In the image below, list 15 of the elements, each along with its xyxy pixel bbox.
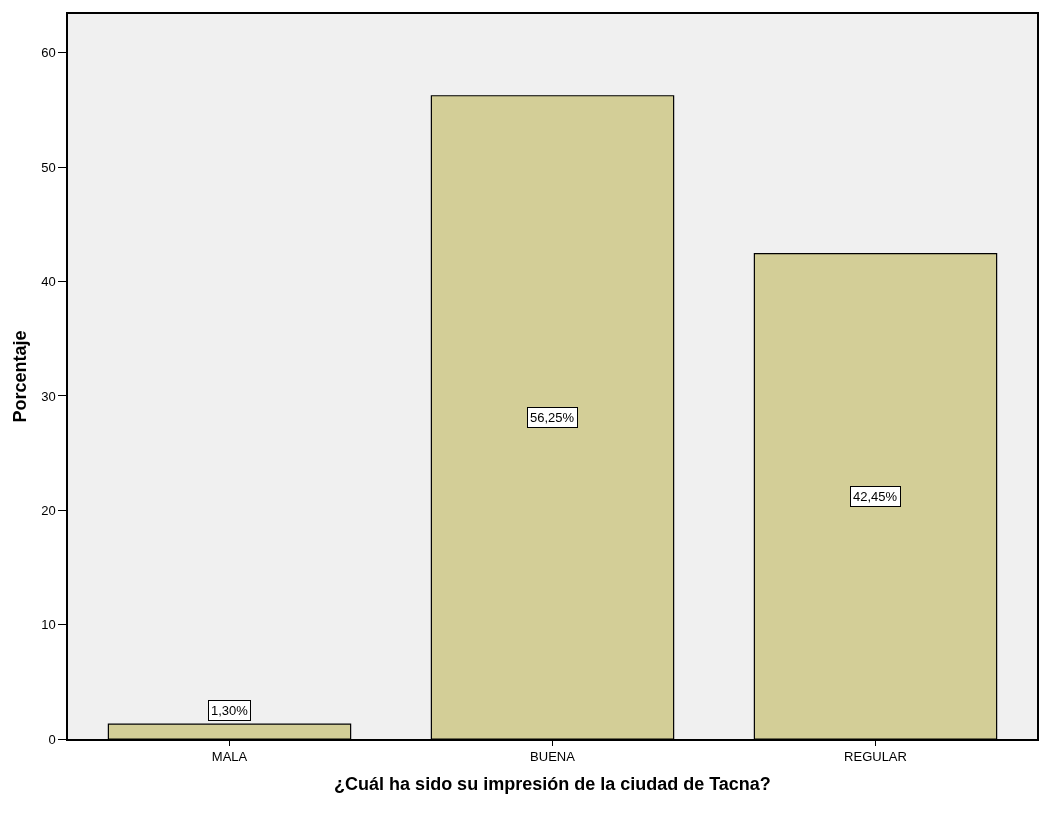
y-tick-label: 20 (41, 502, 56, 518)
x-tick-label: MALA (211, 749, 248, 765)
x-tick-label: REGULAR (844, 749, 907, 765)
y-tick-label: 0 (48, 731, 56, 747)
data-label: 1,30% (211, 703, 249, 718)
x-tick-label: BUENA (530, 749, 576, 765)
data-label: 56,25% (530, 410, 575, 425)
y-tick-label: 30 (41, 388, 56, 404)
y-axis-title: Porcentaje (9, 330, 30, 423)
x-axis-title: ¿Cuál ha sido su impresión de la ciudad de Tacna? (334, 773, 771, 794)
y-tick-label: 50 (41, 159, 56, 175)
y-tick-label: 60 (41, 45, 56, 61)
y-tick-label: 40 (41, 274, 56, 290)
y-tick-label: 10 (41, 617, 56, 633)
data-label: 42,45% (853, 489, 898, 504)
